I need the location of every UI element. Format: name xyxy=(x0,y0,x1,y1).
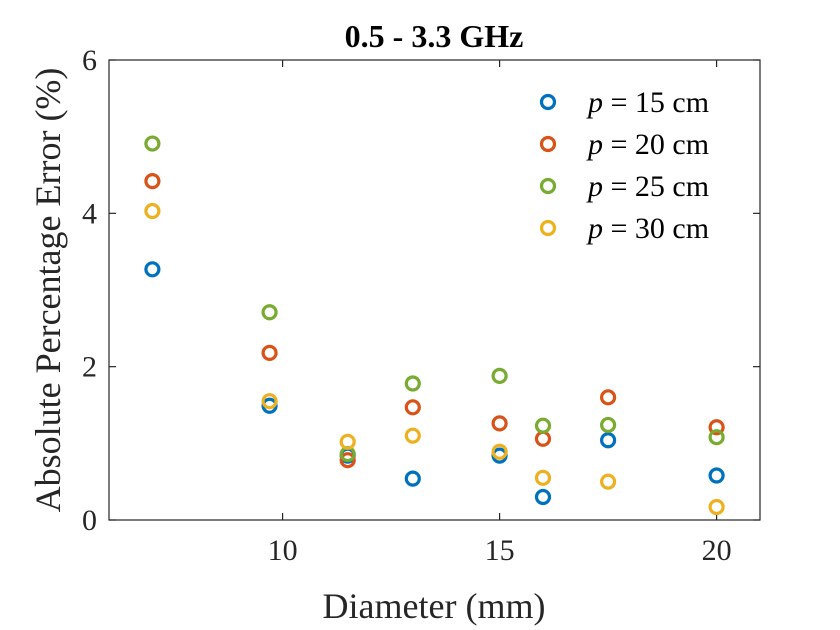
data-point xyxy=(404,470,421,487)
x-axis: 10 15 20 xyxy=(268,60,732,567)
chart-title: 0.5 - 3.3 GHz xyxy=(345,18,524,54)
data-point xyxy=(599,416,617,434)
axes-box xyxy=(108,59,761,521)
series-2 xyxy=(144,173,725,469)
data-point xyxy=(599,432,617,449)
y-tick-label: 2 xyxy=(82,351,97,384)
legend-entry: p = 30 cm xyxy=(586,212,709,245)
data-point xyxy=(534,469,552,486)
series-4 xyxy=(144,202,725,516)
data-point xyxy=(599,473,617,490)
data-point xyxy=(708,419,725,436)
x-axis-label: Diameter (mm) xyxy=(323,586,546,626)
data-point xyxy=(491,443,508,460)
legend-marker xyxy=(539,93,557,111)
data-point xyxy=(491,415,508,432)
y-tick-label: 4 xyxy=(82,197,97,230)
data-point xyxy=(404,427,421,444)
series-1 xyxy=(144,261,725,506)
legend-marker xyxy=(539,219,557,237)
data-point xyxy=(534,488,552,506)
data-points xyxy=(144,135,725,516)
y-axis-label: Absolute Percentage Error (%) xyxy=(28,68,68,513)
data-point xyxy=(404,375,421,392)
data-point xyxy=(144,135,161,152)
data-point xyxy=(708,429,725,446)
data-point xyxy=(534,417,552,434)
legend-entry: p = 25 cm xyxy=(586,170,709,203)
plot-area xyxy=(108,59,761,521)
legend-marker xyxy=(539,135,557,153)
legend: p = 15 cm p = 20 cm p = 25 cm p = 30 cm xyxy=(539,86,709,245)
data-point xyxy=(708,498,725,516)
x-tick-label: 20 xyxy=(702,534,732,567)
data-point xyxy=(339,452,356,469)
x-tick-label: 10 xyxy=(268,534,298,567)
data-point xyxy=(708,467,725,484)
legend-entry: p = 15 cm xyxy=(586,86,709,119)
data-point xyxy=(404,399,421,416)
x-tick-label: 15 xyxy=(485,534,515,567)
data-point xyxy=(144,261,161,278)
data-point xyxy=(261,393,278,410)
data-point xyxy=(144,202,161,220)
y-tick-label: 6 xyxy=(82,44,97,77)
data-point xyxy=(534,430,552,447)
data-point xyxy=(144,173,161,190)
data-point xyxy=(261,344,278,361)
y-tick-label: 0 xyxy=(82,504,97,537)
data-point xyxy=(491,367,508,384)
data-point xyxy=(339,433,356,450)
data-point xyxy=(599,389,617,406)
legend-marker xyxy=(539,177,557,195)
legend-entry: p = 20 cm xyxy=(586,128,709,161)
y-axis: 0 2 4 6 xyxy=(82,44,760,537)
data-point xyxy=(261,304,278,321)
series-3 xyxy=(144,135,725,463)
